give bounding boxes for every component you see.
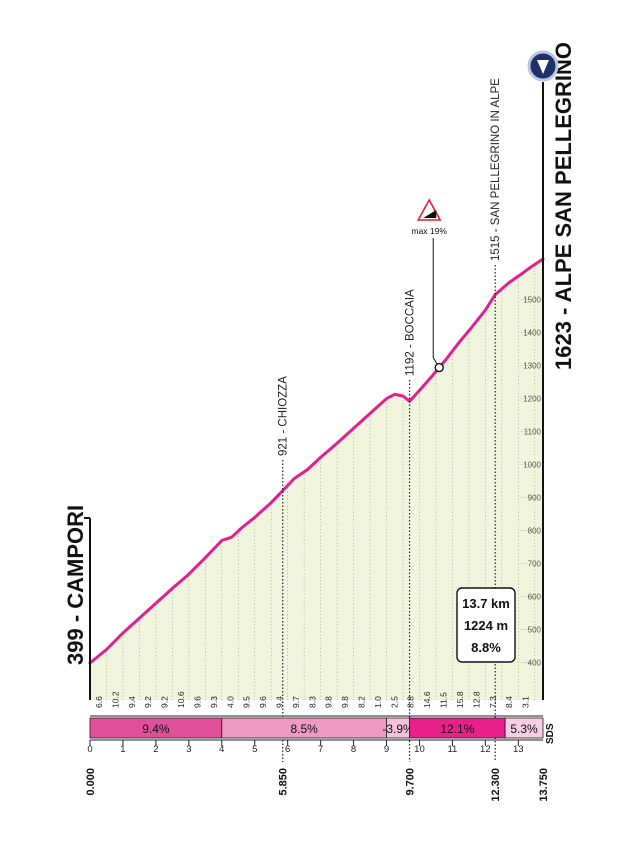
waypoint-layer: 921 - CHIOZZA 1192 - BOCCAIA 1515 - SAN PE… — [278, 78, 502, 762]
summary-value: 1224 m — [464, 618, 508, 633]
y-tick-label: 800 — [528, 527, 542, 536]
km-gradient-value: 9.4 — [127, 696, 137, 708]
gradient-band-label: 9.4% — [142, 722, 170, 736]
y-tick-label: 900 — [528, 494, 542, 503]
km-gradient-value: 8.2 — [357, 696, 367, 708]
km-gradient-value: 2.5 — [389, 696, 399, 708]
km-tick-label: 6 — [285, 744, 290, 755]
km-gradient-value: 9.4 — [274, 696, 284, 708]
y-tick-label: 1200 — [523, 395, 541, 404]
km-gradient-value: 7.3 — [488, 696, 498, 708]
km-gradient-value: 9.5 — [242, 696, 252, 708]
km-gradient-value: 9.2 — [160, 696, 170, 708]
km-gradient-value: 12.8 — [471, 691, 481, 708]
distance-label: 5.850 — [278, 768, 290, 796]
waypoint-label: 921 - CHIOZZA — [278, 376, 290, 456]
km-gradient-value: 4.0 — [225, 696, 235, 708]
km-gradient-value: 9.7 — [291, 696, 301, 708]
grid-layer: 400 500 600 700 800 900 1000 1100 1200 1300 1400 15… — [106, 259, 542, 700]
finish-label: 1623 - ALPE SAN PELLEGRINO — [551, 42, 576, 370]
distance-label: 9.700 — [405, 768, 417, 796]
waypoint-label: 1192 - BOCCAIA — [405, 289, 417, 376]
km-tick-label: 1 — [120, 744, 125, 755]
km-gradient-value: 9.8 — [324, 696, 334, 708]
km-tick-label: 8 — [351, 744, 356, 755]
y-tick-label: 1000 — [523, 461, 541, 470]
gradient-band-label: 8.5% — [290, 722, 318, 736]
distance-label: 0.000 — [85, 768, 97, 796]
km-tick-label: 10 — [414, 744, 425, 755]
y-tick-label: 700 — [528, 560, 542, 569]
km-gradient-value: 9.6 — [258, 696, 268, 708]
label-layer: 399 - CAMPORI 1623 - ALPE SAN PELLEGRINO 1… — [63, 42, 576, 744]
gradient-band — [504, 717, 544, 739]
max-gradient-label: max 19% — [412, 226, 448, 236]
y-tick-label: 1500 — [523, 296, 541, 305]
km-tick-label: 2 — [153, 744, 158, 755]
y-tick-label: 1300 — [523, 362, 541, 371]
km-gradient-value: 6.6 — [94, 696, 104, 708]
y-tick-label: 1400 — [523, 329, 541, 338]
km-gradient-value: 11.5 — [439, 692, 449, 708]
km-gradient-value: 10.2 — [110, 691, 120, 708]
km-tick-label: 5 — [252, 744, 257, 755]
km-gradient-value: 9.8 — [340, 696, 350, 708]
km-gradient-value: 14.6 — [422, 691, 432, 708]
gradient-band-label: -3.9% — [382, 722, 414, 736]
km-tick-label: 3 — [186, 744, 191, 755]
summary-box — [456, 587, 516, 663]
km-tick-label: 13 — [513, 744, 524, 755]
y-tick-label: 600 — [528, 593, 542, 602]
gradient-band-label: 5.3% — [510, 722, 538, 736]
profile-line — [88, 257, 545, 665]
finish-pin-triangle — [537, 60, 549, 74]
profile-area — [90, 259, 543, 700]
max-gradient-point — [434, 362, 444, 373]
km-tick-label: 4 — [219, 744, 224, 755]
km-tick-label: 0 — [87, 744, 92, 755]
km-gradient-value: 8.8 — [406, 696, 416, 708]
max-gradient-leader — [432, 238, 440, 368]
profile-area-layer — [90, 259, 543, 700]
km-gradient-layer: 6.6 10.2 9.4 9.2 9.2 10.6 9.6 9.3 4.0 9.5 9.6 9.4 9.… — [94, 691, 531, 708]
km-gradient-value: 9.2 — [143, 696, 153, 708]
y-tick-label: 1100 — [524, 428, 542, 437]
km-gradient-value: 9.6 — [192, 696, 202, 708]
km-gradient-value: 3.1 — [521, 696, 531, 708]
km-tick-label: 11 — [447, 744, 457, 755]
steep-gradient-icon-slope — [423, 210, 437, 218]
km-tick-label: 7 — [318, 744, 323, 755]
brand-mark: SDS — [545, 723, 556, 744]
km-gradient-value: 15.8 — [455, 691, 465, 708]
y-tick-label: 400 — [528, 659, 542, 668]
gradient-band-layer: 9.4% 8.5% -3.9% 12.1% 5.3% — [89, 715, 544, 741]
km-tick-label: 12 — [480, 744, 491, 755]
km-gradient-value: 8.4 — [504, 696, 514, 708]
profile-line-layer — [88, 257, 545, 665]
y-tick-label: 500 — [528, 626, 542, 635]
km-tick-label: 9 — [384, 744, 389, 755]
start-label: 399 - CAMPORI — [63, 505, 88, 665]
summary-value: 13.7 km — [462, 596, 510, 611]
summary-value: 8.8% — [471, 640, 501, 655]
km-gradient-value: 8.3 — [307, 696, 317, 708]
waypoint-label: 1515 - SAN PELLEGRINO IN ALPE — [490, 78, 502, 261]
distance-label: 12.300 — [490, 768, 502, 802]
distance-label: 13.750 — [538, 768, 550, 802]
gradient-band-label: 12.1% — [440, 722, 474, 736]
km-tick-layer: 0 1 2 3 4 5 6 7 8 9 10 11 12 130.000 5.850 9.700 12.300 1… — [85, 740, 550, 802]
km-gradient-value: 10.6 — [176, 691, 186, 708]
km-gradient-value: 9.3 — [209, 696, 219, 708]
km-gradient-value: 1.0 — [373, 696, 383, 708]
